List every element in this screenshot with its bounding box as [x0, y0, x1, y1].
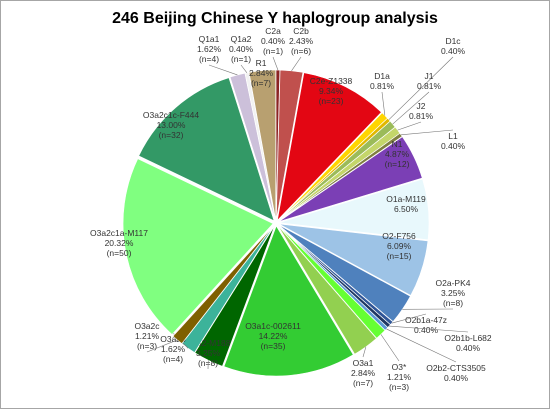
category-label: O2a-PK4: [436, 278, 471, 288]
leader-line: [291, 56, 302, 71]
count-label: (n=15): [387, 251, 412, 261]
category-label: O3a2-M188: [186, 338, 231, 348]
category-label: C2e-Z1338: [310, 76, 353, 86]
count-label: (n=6): [291, 46, 311, 56]
leader-line: [389, 325, 469, 333]
pie-slice: [244, 72, 276, 221]
value-label: 13.00%: [157, 120, 186, 130]
leader-line: [391, 313, 427, 324]
count-label: (n=35): [261, 341, 286, 351]
value-label: 2.84%: [351, 368, 376, 378]
pie-slice: [278, 136, 423, 222]
leader-line: [208, 64, 238, 76]
category-label: O3a2b: [160, 334, 186, 344]
category-label: R1: [256, 58, 267, 68]
leader-line: [388, 56, 454, 120]
pie-slice: [278, 178, 430, 241]
pie-slice: [278, 223, 429, 296]
value-label: 6.50%: [394, 204, 419, 214]
value-label: 0.81%: [370, 81, 395, 91]
value-label: 14.22%: [259, 331, 288, 341]
count-label: (n=32): [159, 130, 184, 140]
category-label: O3*: [392, 362, 407, 372]
category-label: O2b2-CTS3505: [426, 363, 486, 373]
value-label: 1.62%: [197, 44, 222, 54]
category-label: J2: [417, 101, 426, 111]
category-label: C2a: [265, 26, 281, 36]
category-label: O3a2c1c-F444: [143, 110, 199, 120]
count-label: (n=1): [263, 46, 283, 56]
value-label: 9.34%: [319, 86, 344, 96]
count-label: (n=1): [231, 54, 251, 64]
count-label: (n=7): [251, 78, 271, 88]
category-label: O2b1a-47z: [405, 315, 447, 325]
pie-slice: [138, 77, 275, 222]
count-label: (n=12): [385, 159, 410, 169]
value-label: 0.81%: [409, 111, 434, 121]
category-label: J1: [425, 71, 434, 81]
count-label: (n=3): [137, 341, 157, 351]
value-label: 0.81%: [417, 81, 442, 91]
chart-title: 246 Beijing Chinese Y haplogroup analysi…: [112, 10, 438, 27]
count-label: (n=8): [443, 298, 463, 308]
category-label: N1: [392, 139, 403, 149]
category-label: O2b1b-L682: [444, 333, 492, 343]
value-label: 6.09%: [387, 241, 412, 251]
value-label: 0.40%: [456, 343, 481, 353]
value-label: 0.40%: [444, 373, 469, 383]
pie-slice: [122, 158, 274, 335]
count-label: (n=50): [107, 248, 132, 258]
category-label: O2-F756: [382, 231, 416, 241]
count-label: (n=4): [163, 354, 183, 364]
category-label: O3a2c1a-M117: [90, 228, 148, 238]
leader-line: [386, 328, 457, 363]
pie-slice: [276, 72, 382, 222]
value-label: 3.25%: [441, 288, 466, 298]
leader-line: [397, 121, 422, 131]
pie-slice: [223, 225, 354, 377]
leader-line: [401, 129, 454, 136]
count-label: (n=4): [199, 54, 219, 64]
leader-line: [272, 56, 279, 71]
category-label: O3a1c-002611: [245, 321, 301, 331]
value-label: 2.43%: [289, 36, 314, 46]
category-label: L1: [448, 131, 458, 141]
category-label: Q1a1: [199, 34, 220, 44]
category-label: D1a: [374, 71, 390, 81]
value-label: 0.40%: [441, 46, 466, 56]
leader-line: [362, 346, 367, 358]
value-label: 2.84%: [249, 68, 274, 78]
count-label: (n=23): [319, 96, 344, 106]
category-label: D1c: [445, 36, 461, 46]
pie-slice: [278, 132, 403, 222]
value-label: 4.87%: [385, 149, 410, 159]
value-label: 1.21%: [135, 331, 160, 341]
value-label: 3.25%: [196, 348, 221, 358]
leader-line: [146, 339, 178, 353]
value-label: 0.40%: [414, 325, 439, 335]
category-label: O3a1: [353, 358, 374, 368]
leader-line: [392, 91, 430, 125]
category-label: O1a-M119: [386, 194, 426, 204]
category-label: O3a2c: [134, 321, 160, 331]
value-label: 0.40%: [229, 44, 254, 54]
count-label: (n=7): [353, 378, 373, 388]
count-label: (n=3): [389, 382, 409, 392]
value-label: 0.40%: [441, 141, 466, 151]
value-label: 0.40%: [261, 36, 286, 46]
category-label: C2b: [293, 26, 309, 36]
value-label: 1.21%: [387, 372, 412, 382]
value-label: 20.32%: [105, 238, 134, 248]
category-label: Q1a2: [231, 34, 252, 44]
leader-line: [380, 334, 400, 362]
pie-slice: [276, 69, 304, 221]
pie-slice: [248, 69, 277, 221]
value-label: 1.62%: [161, 344, 186, 354]
leader-line: [240, 64, 248, 73]
leader-line: [381, 91, 386, 116]
